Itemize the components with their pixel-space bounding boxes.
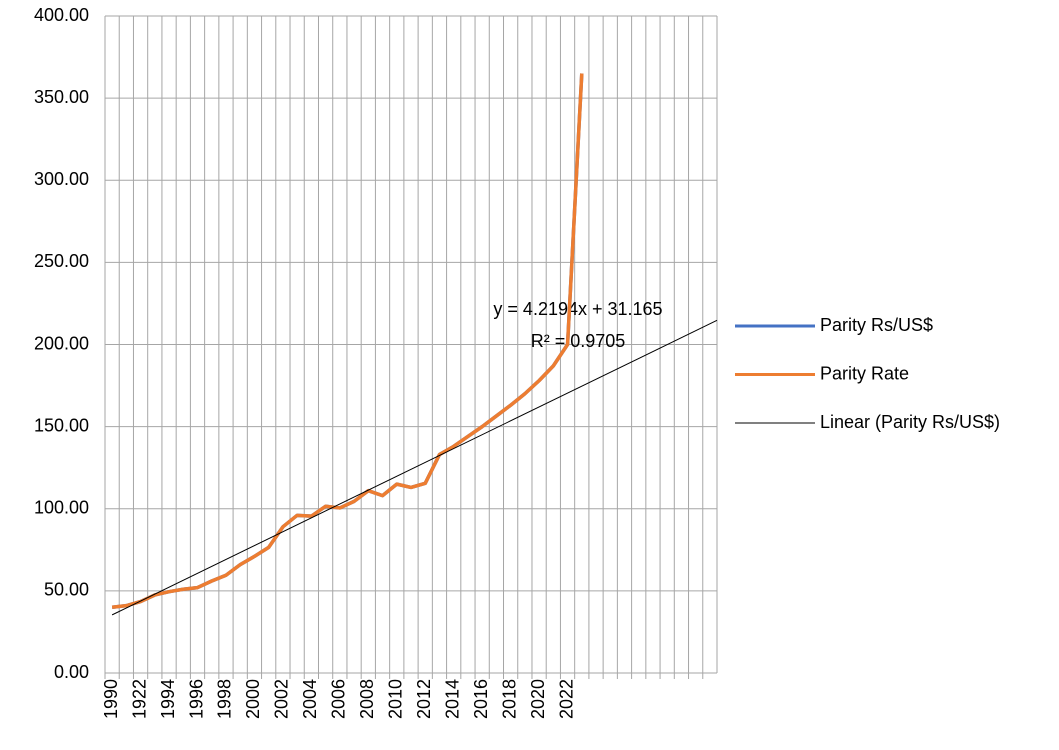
- legend-label: Parity Rate: [820, 363, 909, 383]
- y-tick-label: 250.00: [34, 251, 89, 271]
- trend-r-squared: R² = 0.9705: [531, 331, 626, 351]
- y-tick-label: 0.00: [54, 662, 89, 682]
- grid: [104, 15, 718, 674]
- legend-label: Parity Rs/US$: [820, 315, 933, 335]
- x-tick-label: 2002: [272, 679, 292, 719]
- y-tick-label: 50.00: [44, 580, 89, 600]
- x-tick-label: 2012: [414, 679, 434, 719]
- legend-label: Linear (Parity Rs/US$): [820, 412, 1000, 432]
- y-tick-label: 150.00: [34, 415, 89, 435]
- x-tick-label: 2020: [528, 679, 548, 719]
- trend-equation: y = 4.2194x + 31.165: [493, 299, 662, 319]
- x-tick-label: 1922: [129, 679, 149, 719]
- x-tick-label: 2008: [357, 679, 377, 719]
- y-tick-label: 300.00: [34, 169, 89, 189]
- x-tick-label: 1996: [186, 679, 206, 719]
- x-tick-label: 2006: [329, 679, 349, 719]
- series-line: [111, 73, 584, 610]
- x-tick-label: 2014: [442, 679, 462, 719]
- trendline: [111, 319, 718, 616]
- x-tick-label: 2004: [300, 679, 320, 719]
- x-tick-label: 2000: [243, 679, 263, 719]
- y-tick-label: 200.00: [34, 333, 89, 353]
- x-tick-label: 2018: [499, 679, 519, 719]
- x-tick-label: 2022: [556, 679, 576, 719]
- x-tick-label: 1994: [158, 679, 178, 719]
- y-tick-label: 350.00: [34, 87, 89, 107]
- y-tick-label: 400.00: [34, 5, 89, 25]
- x-tick-label: 1990: [101, 679, 121, 719]
- x-tick-label: 2016: [471, 679, 491, 719]
- y-tick-label: 100.00: [34, 498, 89, 518]
- x-tick-label: 2010: [386, 679, 406, 719]
- x-tick-label: 1998: [215, 679, 235, 719]
